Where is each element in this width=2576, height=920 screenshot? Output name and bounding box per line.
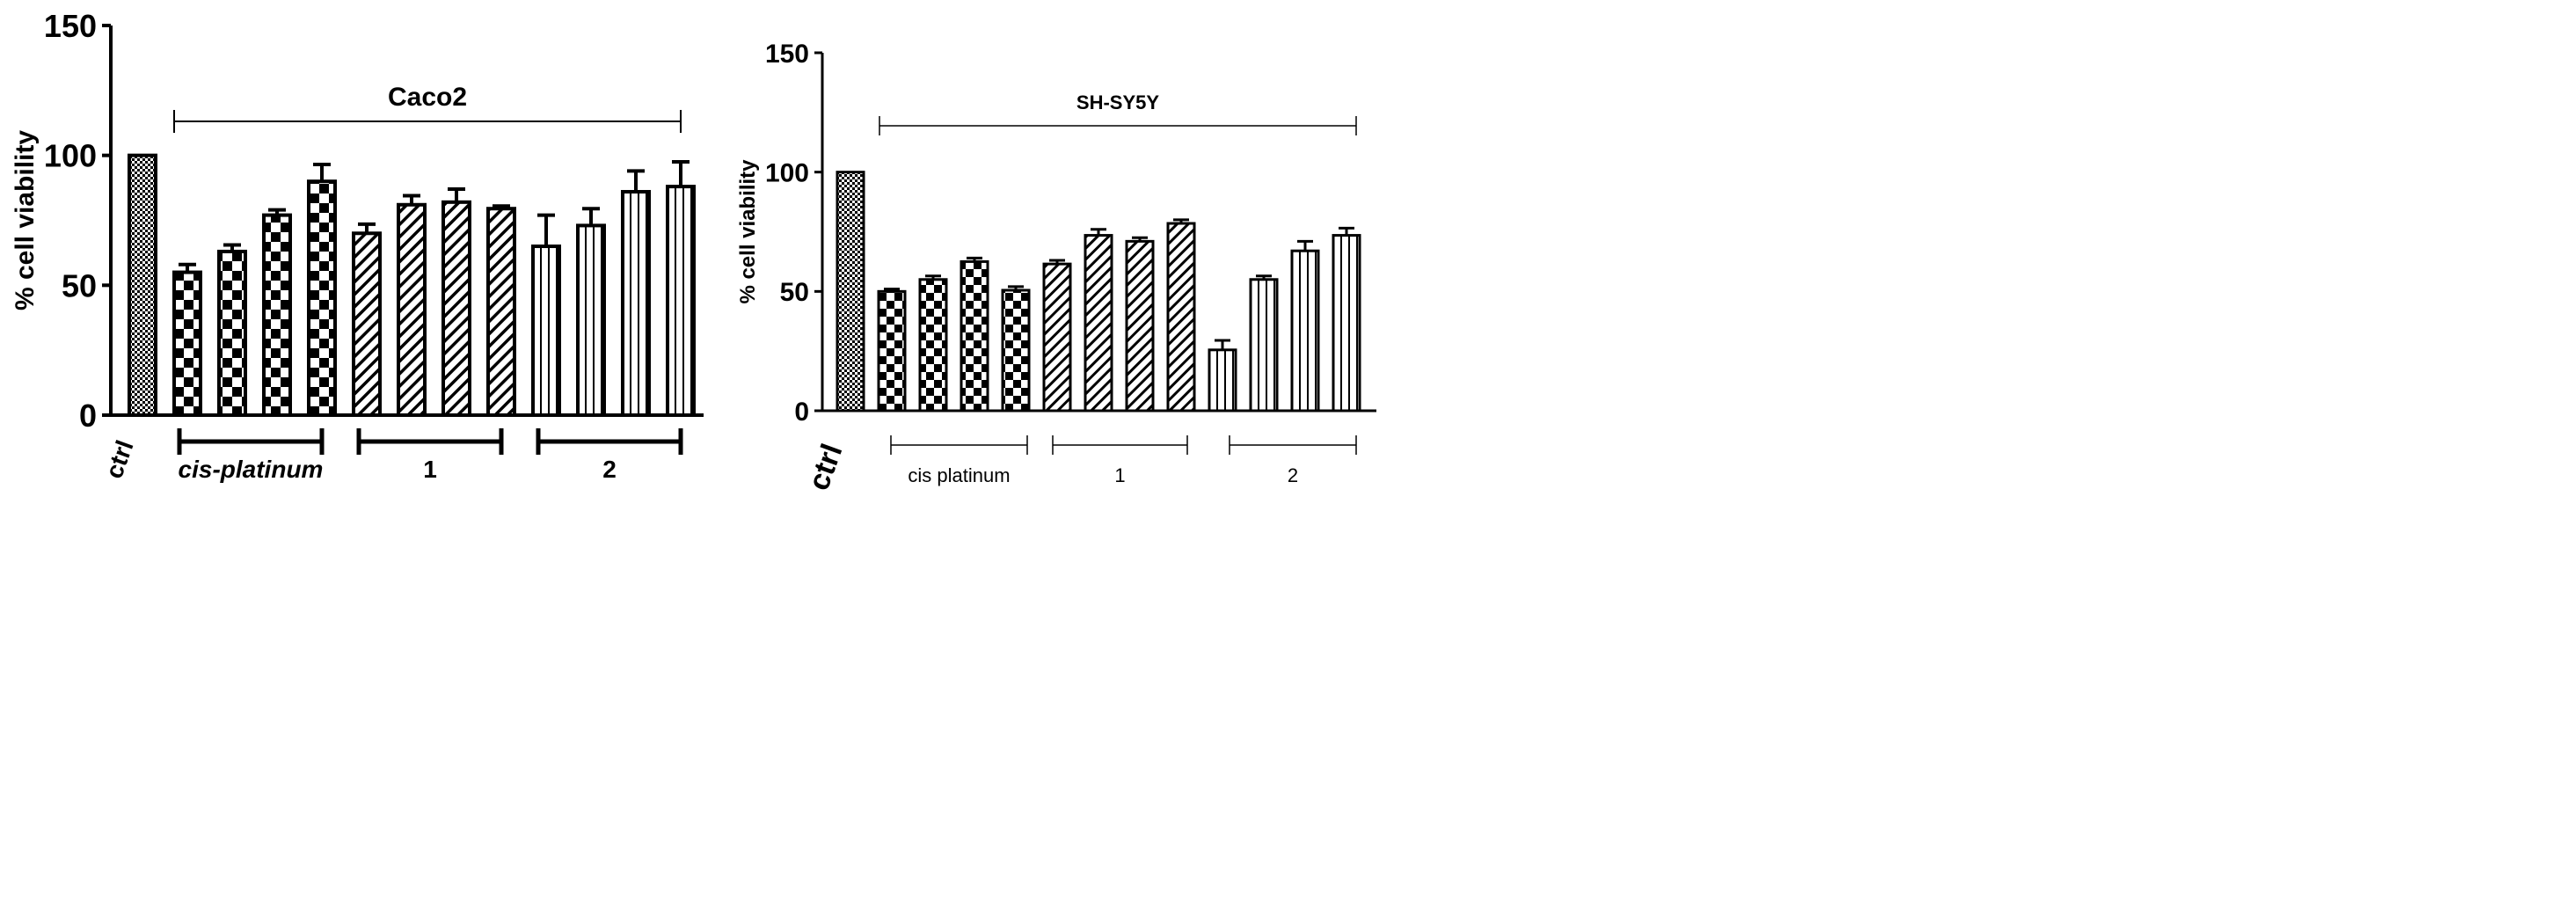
group-label: cis-platinum <box>179 456 324 483</box>
bar <box>1084 234 1113 413</box>
bar <box>172 270 202 418</box>
bar <box>262 213 292 417</box>
bar <box>836 171 865 413</box>
bar <box>1249 278 1279 413</box>
bar <box>1125 239 1155 413</box>
group-label: 1 <box>423 456 437 483</box>
bar <box>877 289 907 413</box>
bar <box>128 153 157 418</box>
bar <box>1290 249 1320 413</box>
bar <box>531 245 561 417</box>
bar <box>1208 348 1237 413</box>
y-tick-label: 50 <box>62 267 97 303</box>
bar <box>621 190 651 417</box>
shsy5y-panel: 0 50 100 150 % cell viability SH-SY5Y cis plat… <box>736 40 1376 495</box>
group-label: cis platinum <box>908 464 1010 486</box>
ctrl-label: ctrl <box>100 436 139 482</box>
y-tick-label: 150 <box>765 40 809 69</box>
y-tick-label: 50 <box>780 278 809 307</box>
bar <box>1332 234 1361 413</box>
bar <box>918 278 948 413</box>
group-label: 2 <box>602 456 617 483</box>
y-tick-label: 150 <box>44 8 97 44</box>
caco2-panel: 0 50 100 150 % cell viability Caco2 cis-platin… <box>11 8 704 483</box>
bar <box>486 207 516 417</box>
bar <box>307 179 337 417</box>
bar <box>576 223 606 418</box>
group-label: 1 <box>1114 464 1125 486</box>
bar <box>1001 288 1031 413</box>
y-tick-label: 100 <box>765 158 809 187</box>
y-axis-label: % cell viability <box>736 159 760 304</box>
bar <box>397 202 427 417</box>
bar <box>1166 222 1196 413</box>
bar <box>441 200 471 417</box>
ctrl-label: ctrl <box>802 440 850 495</box>
y-tick-label: 0 <box>79 398 97 434</box>
bar <box>960 259 989 413</box>
y-axis-label: % cell viability <box>11 130 40 310</box>
bar <box>1042 262 1072 413</box>
chart-title: SH-SY5Y <box>1076 91 1159 113</box>
bar <box>352 231 382 417</box>
bar <box>666 185 696 418</box>
chart-title: Caco2 <box>388 83 467 112</box>
y-tick-label: 100 <box>44 138 97 174</box>
y-tick-label: 0 <box>794 398 809 427</box>
bar <box>217 249 247 417</box>
group-label: 2 <box>1288 464 1298 486</box>
